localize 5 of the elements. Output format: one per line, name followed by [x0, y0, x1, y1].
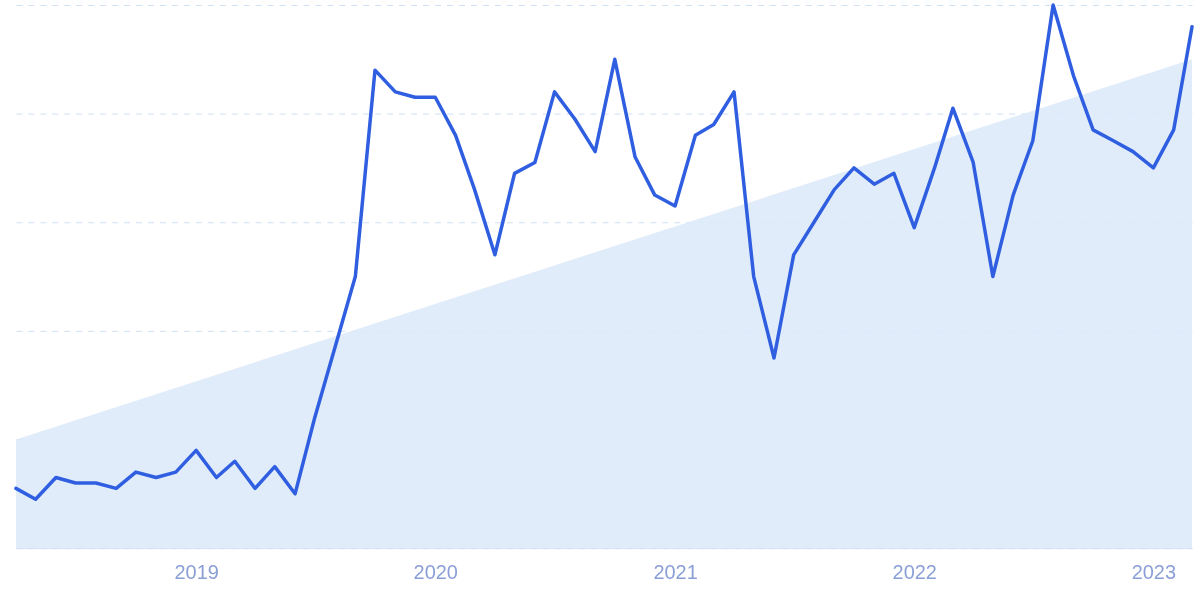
x-tick-label: 2022: [892, 560, 937, 583]
x-tick-label: 2020: [413, 560, 458, 583]
x-tick-label: 2023: [1131, 560, 1177, 583]
x-tick-label: 2019: [174, 560, 219, 583]
x-tick-label: 2021: [653, 560, 698, 583]
